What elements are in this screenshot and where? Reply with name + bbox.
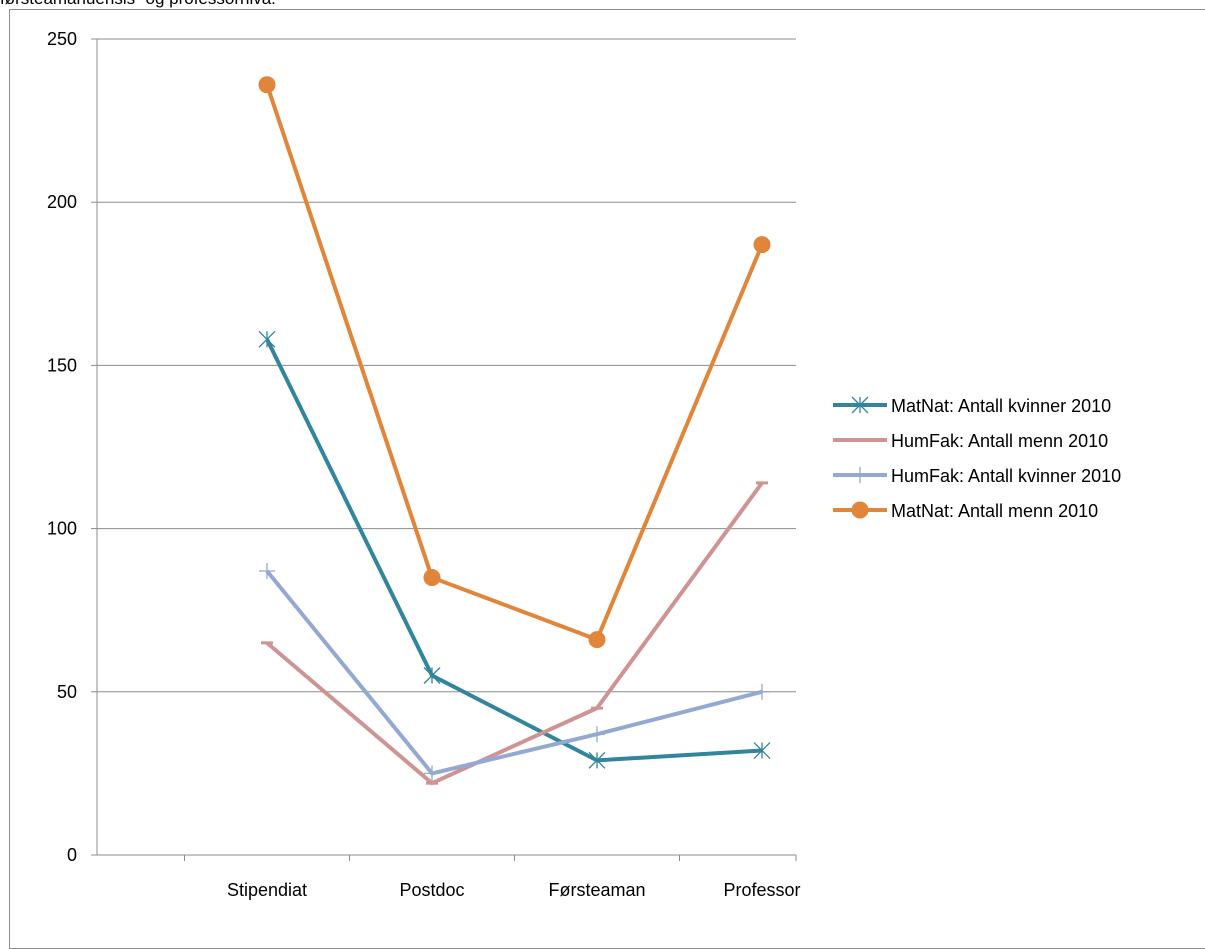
y-tick-label: 200 bbox=[47, 192, 77, 212]
series-line bbox=[265, 84, 764, 642]
x-tick-label: Førsteaman bbox=[548, 880, 645, 900]
data-point-marker bbox=[589, 726, 605, 743]
data-point-marker bbox=[424, 765, 440, 782]
series-line bbox=[265, 338, 763, 763]
y-tick-label: 50 bbox=[57, 682, 77, 702]
data-point-marker bbox=[753, 742, 771, 760]
data-point-marker bbox=[852, 467, 868, 483]
series-line bbox=[265, 569, 763, 776]
y-tick-label: 100 bbox=[47, 519, 77, 539]
legend-entry: MatNat: Antall menn 2010 bbox=[833, 501, 1098, 521]
x-tick-label: Stipendiat bbox=[227, 880, 307, 900]
axes: 0 50 100 150 200 250 Stipendiat Postdoc Førsteam… bbox=[47, 29, 801, 900]
series bbox=[261, 481, 768, 786]
y-tick-label: 250 bbox=[47, 29, 77, 49]
data-point-marker bbox=[754, 683, 770, 700]
y-tick-label: 150 bbox=[47, 355, 77, 375]
y-tick-label: 0 bbox=[67, 845, 77, 865]
gridlines bbox=[97, 38, 796, 693]
data-point-marker bbox=[258, 330, 276, 348]
x-tick-label: Postdoc bbox=[399, 880, 464, 900]
legend-label: MatNat: Antall kvinner 2010 bbox=[891, 396, 1111, 416]
legend-entry: HumFak: Antall kvinner 2010 bbox=[833, 466, 1121, 486]
data-point-marker bbox=[753, 236, 771, 254]
data-point-marker bbox=[423, 569, 441, 587]
legend-entry: HumFak: Antall menn 2010 bbox=[833, 431, 1108, 451]
series bbox=[258, 76, 771, 649]
data-point-marker bbox=[258, 76, 276, 94]
legend-entry: MatNat: Antall kvinner 2010 bbox=[833, 396, 1111, 416]
series-lines bbox=[258, 76, 771, 786]
x-tick-label: Professor bbox=[723, 880, 800, 900]
data-point-marker bbox=[851, 396, 869, 414]
chart-caption: førsteamanuensis- og professornivå. bbox=[0, 0, 276, 11]
data-point-marker bbox=[423, 667, 441, 684]
legend-label: MatNat: Antall menn 2010 bbox=[891, 501, 1098, 521]
data-point-marker bbox=[851, 501, 869, 519]
series-line bbox=[265, 481, 764, 786]
data-point-marker bbox=[588, 751, 606, 769]
legend: MatNat: Antall kvinner 2010 HumFak: Antal… bbox=[833, 396, 1121, 521]
data-point-marker bbox=[259, 563, 275, 580]
series bbox=[258, 330, 771, 769]
series bbox=[259, 563, 770, 782]
data-point-marker bbox=[588, 631, 606, 649]
legend-label: HumFak: Antall kvinner 2010 bbox=[891, 466, 1121, 486]
legend-label: HumFak: Antall menn 2010 bbox=[891, 431, 1108, 451]
